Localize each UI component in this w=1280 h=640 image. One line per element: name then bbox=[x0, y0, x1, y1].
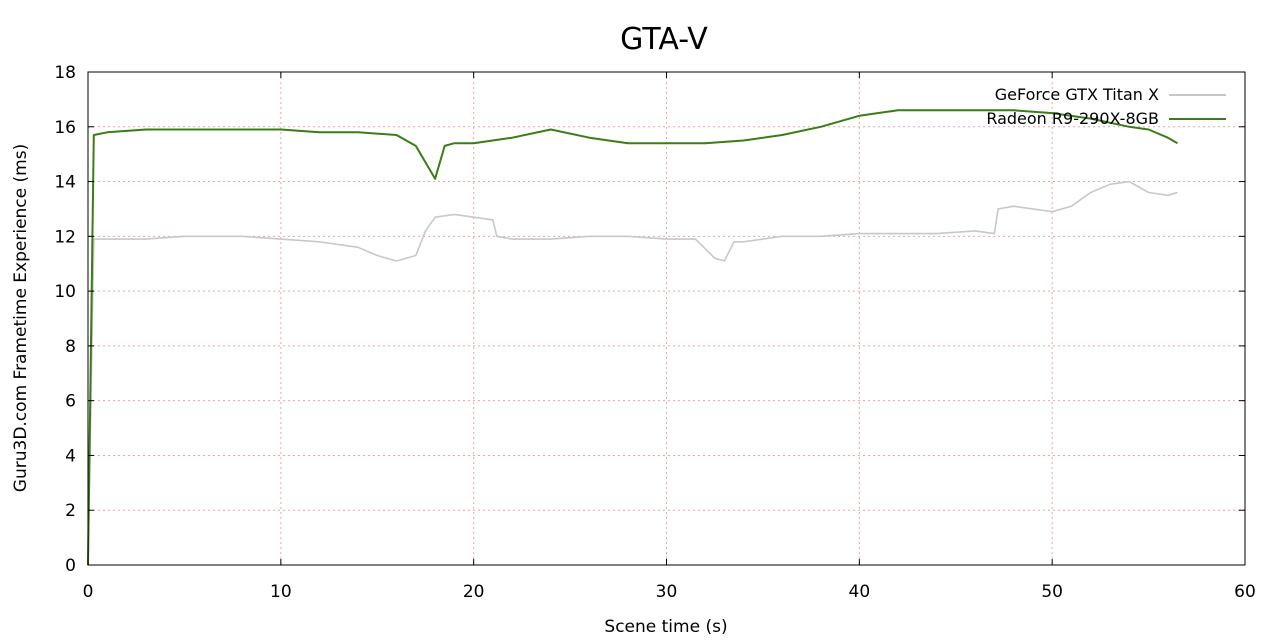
y-tick-label: 0 bbox=[65, 556, 76, 576]
y-tick-label: 10 bbox=[54, 282, 76, 302]
legend-label: Radeon R9-290X-8GB bbox=[986, 109, 1159, 128]
x-tick-label: 20 bbox=[463, 582, 485, 602]
grid bbox=[88, 72, 1245, 565]
y-tick-label: 16 bbox=[54, 118, 76, 138]
series-layer bbox=[87, 109, 1178, 566]
y-axis-label: Guru3D.com Frametime Experience (ms) bbox=[11, 144, 31, 492]
legend-label: GeForce GTX Titan X bbox=[995, 85, 1159, 104]
x-tick-label: 30 bbox=[656, 582, 678, 602]
x-tick-label: 0 bbox=[83, 582, 94, 602]
legend: GeForce GTX Titan X Radeon R9-290X-8GB bbox=[986, 85, 1226, 128]
series-line-geforce-gtx-titan-x bbox=[87, 180, 1178, 566]
x-tick-label: 50 bbox=[1041, 582, 1063, 602]
x-tick-label: 60 bbox=[1234, 582, 1256, 602]
y-tick-label: 18 bbox=[54, 63, 76, 83]
y-tick-label: 8 bbox=[65, 337, 76, 357]
y-ticks: 0 2 4 6 8 10 12 14 16 18 bbox=[54, 63, 1245, 576]
x-axis-label: Scene time (s) bbox=[604, 617, 727, 637]
chart-title: GTA-V bbox=[620, 22, 708, 57]
y-tick-label: 14 bbox=[54, 173, 76, 193]
x-tick-label: 40 bbox=[849, 582, 871, 602]
y-tick-label: 4 bbox=[65, 446, 76, 466]
x-tick-label: 10 bbox=[270, 582, 292, 602]
x-ticks: 0 10 20 30 40 50 60 bbox=[83, 72, 1256, 602]
y-tick-label: 6 bbox=[65, 392, 76, 412]
y-tick-label: 2 bbox=[65, 501, 76, 521]
y-tick-label: 12 bbox=[54, 227, 76, 247]
series-line-radeon-r9-290x-8gb bbox=[87, 109, 1178, 566]
